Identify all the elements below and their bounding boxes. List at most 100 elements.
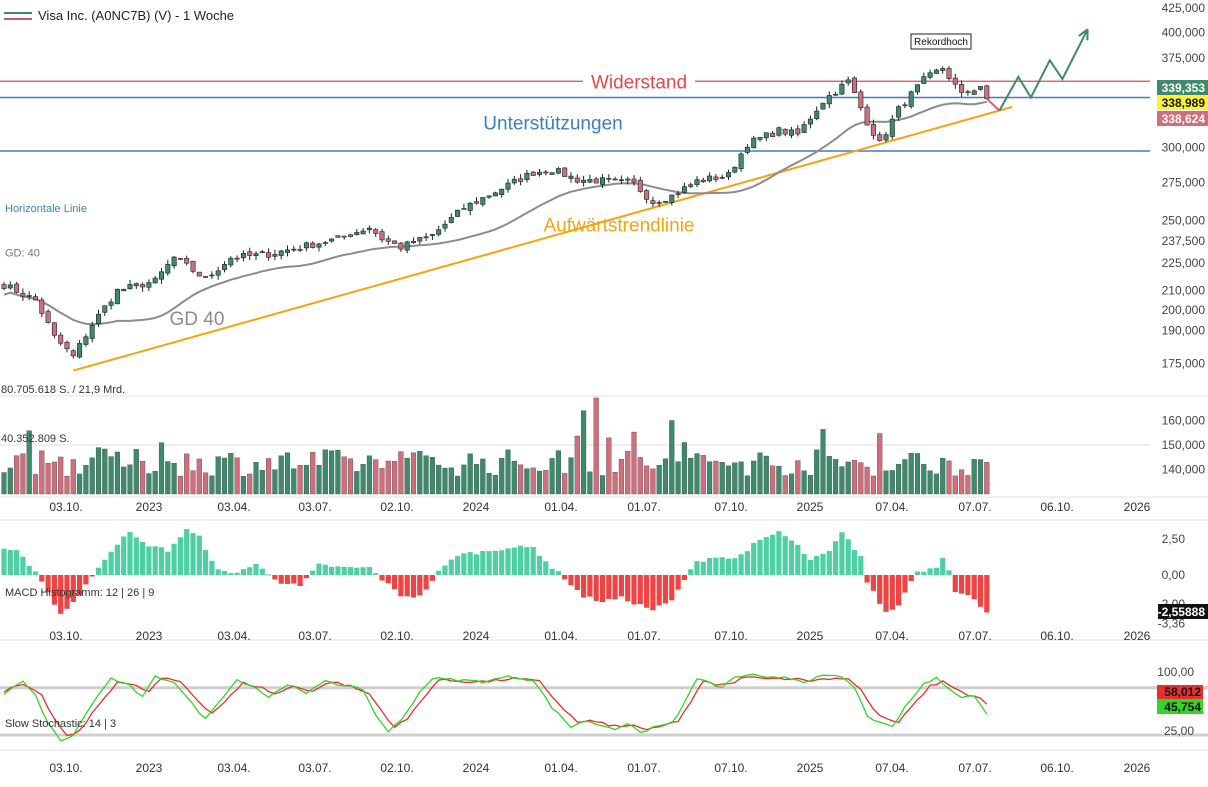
date-axis-label: 2025 (797, 500, 824, 514)
date-axis-label: 06.10. (1040, 629, 1073, 643)
price-axis-label: 200,000 (1162, 303, 1206, 317)
volume-bar (102, 448, 108, 495)
volume-bar (940, 458, 946, 495)
macd-bar (524, 547, 530, 575)
volume-bar (20, 453, 26, 495)
date-axis-label: 2026 (1124, 629, 1151, 643)
volume-mid-label: 40.352.809 S. (1, 433, 70, 445)
volume-bar (883, 470, 889, 495)
candle-body (152, 277, 158, 284)
candle-body (417, 237, 423, 242)
date-axis-label: 2024 (463, 629, 490, 643)
volume-bar (738, 461, 744, 495)
macd-bar (845, 539, 851, 575)
candle-body (776, 127, 782, 136)
volume-bar (379, 468, 385, 495)
volume-bar (366, 455, 372, 495)
candle-body (864, 106, 870, 126)
volume-bar (845, 461, 851, 495)
macd-bar (801, 553, 807, 575)
macd-bar (272, 575, 278, 580)
macd-bar (568, 575, 574, 586)
chart-legend: Visa Inc. (A0NC7B) (V) - 1 Woche (4, 8, 234, 23)
volume-bar (914, 453, 921, 495)
macd-bar (725, 558, 732, 575)
macd-bar (20, 556, 26, 575)
candle-body (543, 171, 549, 174)
macd-bar (316, 563, 322, 575)
candle-body (96, 313, 102, 324)
macd-bar (215, 569, 221, 575)
macd-bar (499, 550, 505, 575)
candle-body (492, 192, 498, 197)
candle-body (662, 201, 668, 203)
macd-bar (310, 570, 316, 575)
volume-bar (568, 457, 574, 495)
candle-body (70, 350, 76, 357)
candle-body (266, 252, 272, 258)
candle-legend-icon (4, 11, 32, 20)
candle-body (732, 166, 738, 173)
candle-body (473, 201, 479, 204)
macd-badge-value: -2,55888 (1158, 605, 1206, 619)
volume-bar (89, 457, 95, 495)
volume-bar (398, 451, 404, 495)
volume-bar (889, 470, 895, 495)
candle-body (839, 83, 845, 95)
macd-title: MACD Histogramm: 12 | 26 | 9 (5, 587, 154, 599)
macd-bar (77, 575, 83, 595)
candle-body (354, 232, 360, 235)
date-axis-label: 07.04. (875, 629, 908, 643)
volume-bar (896, 463, 902, 495)
macd-bar (536, 555, 543, 575)
stochastic-d-value: 58,012 (1164, 685, 1201, 699)
volume-bar (417, 451, 423, 495)
volume-bar (555, 450, 561, 495)
macd-bar (889, 575, 895, 610)
volume-bar (58, 456, 64, 495)
volume-bar (335, 449, 341, 495)
volume-bar (574, 435, 580, 495)
candle-body (14, 283, 20, 293)
volume-bar (877, 433, 883, 495)
macd-bar (373, 573, 379, 575)
resistance-label: Widerstand (591, 72, 687, 93)
candle-body (26, 295, 32, 297)
candle-body (366, 227, 372, 231)
candle-body (184, 257, 190, 264)
volume-bar (606, 437, 612, 495)
macd-bar (656, 575, 662, 606)
price-badge: 339,353 (1157, 80, 1208, 95)
macd-bar (335, 566, 341, 575)
candle-body (782, 128, 788, 135)
uptrend-label: Aufwärtstrendlinie (543, 216, 694, 237)
macd-axis-label: -3,36 (1158, 617, 1186, 631)
candle-body (146, 282, 152, 288)
candle-body (599, 177, 605, 185)
macd-bar (625, 575, 631, 602)
macd-bar (379, 575, 385, 581)
macd-bar (354, 567, 360, 575)
candle-body (448, 217, 454, 223)
macd-bar (757, 539, 763, 575)
candle-body (851, 77, 857, 94)
candle-body (751, 137, 757, 149)
date-axis-label: 07.07. (958, 761, 991, 775)
macd-bars (1, 529, 990, 614)
macd-bar (234, 572, 240, 575)
candle-body (688, 184, 694, 187)
macd-bar (83, 575, 89, 585)
macd-bar (423, 575, 429, 590)
date-axis-label: 01.07. (627, 629, 660, 643)
candles (1, 65, 990, 359)
volume-bar (32, 474, 39, 495)
volume-bar (921, 464, 927, 495)
macd-bar (612, 575, 618, 600)
volume-bar (707, 461, 713, 495)
macd-bar (329, 566, 335, 575)
date-axis-label: 2023 (136, 500, 163, 514)
volume-bar (297, 465, 303, 495)
candle-body (64, 341, 70, 350)
candle-body (291, 248, 297, 251)
volume-bar (732, 462, 738, 495)
